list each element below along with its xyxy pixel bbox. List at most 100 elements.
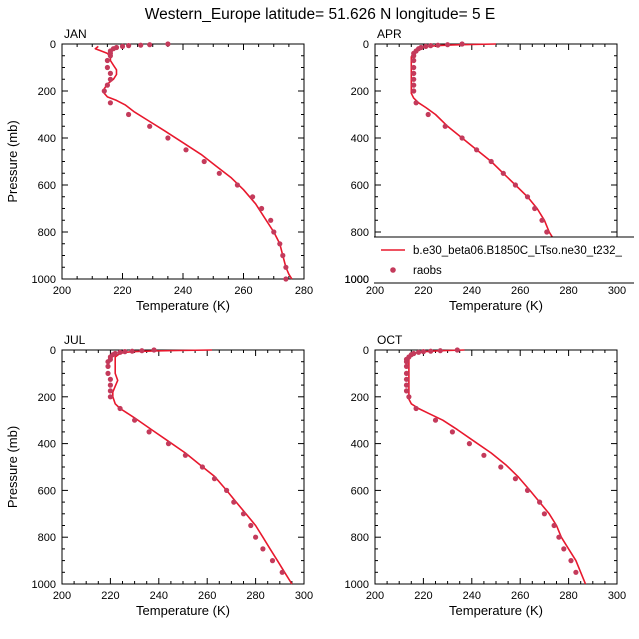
raobs-point — [165, 135, 171, 141]
raobs-point — [551, 522, 557, 529]
x-axis-label: Temperature (K) — [136, 603, 230, 618]
y-tick-label: 400 — [351, 133, 369, 145]
y-tick-label: 400 — [38, 439, 56, 451]
raobs-point — [104, 82, 110, 88]
raobs-point — [269, 558, 276, 564]
raobs-point — [107, 382, 113, 388]
raobs-point — [105, 359, 111, 365]
x-tick-label: 280 — [246, 590, 264, 602]
raobs-point — [132, 417, 138, 423]
raobs-point — [403, 382, 410, 388]
raobs-point — [437, 348, 443, 354]
x-tick-label: 200 — [366, 285, 384, 297]
raobs-point — [283, 264, 289, 270]
raobs-point — [406, 394, 412, 400]
x-tick-label: 200 — [53, 285, 71, 297]
y-tick-label: 400 — [351, 439, 369, 451]
raobs-point — [216, 170, 222, 176]
raobs-point — [428, 348, 434, 354]
raobs-point — [416, 349, 422, 355]
x-axis-label: Temperature (K) — [136, 298, 230, 313]
panel-oct: 200 220 240 260 280 300 0 200 400 600 800 1000 Tempe… — [345, 333, 627, 618]
raobs-point — [474, 147, 480, 153]
raobs-point — [107, 394, 113, 400]
raobs-point — [107, 100, 113, 106]
raobs-point — [199, 464, 205, 470]
raobs-point — [413, 100, 419, 106]
raobs-point — [117, 405, 123, 412]
raobs-point — [183, 147, 189, 153]
x-tick-label: 220 — [113, 285, 131, 297]
raobs-point — [411, 57, 417, 64]
model-profile-line — [94, 45, 293, 280]
raobs-point — [211, 476, 218, 482]
raobs-point — [466, 441, 472, 447]
x-tick-label: 220 — [101, 590, 119, 602]
raobs-point — [403, 370, 410, 376]
raobs-point — [259, 205, 265, 212]
y-tick-label: 600 — [38, 180, 56, 192]
legend-background — [374, 237, 634, 283]
panel-title-jan: JAN — [64, 27, 87, 41]
x-axis-label: Temperature (K) — [449, 298, 543, 313]
raobs-point — [105, 363, 111, 369]
raobs-point — [403, 363, 410, 369]
raobs-point — [165, 441, 172, 447]
model-profile-line — [408, 349, 587, 585]
y-tick-label: 0 — [50, 39, 56, 51]
y-tick-label: 0 — [363, 39, 369, 51]
legend: b.e30_beta06.B1850C_LTso.ne30_t232_raobs… — [345, 236, 634, 286]
raobs-point — [119, 43, 126, 50]
raobs-point — [498, 464, 504, 470]
raobs-point — [107, 376, 113, 382]
y-axis-label: Pressure (mb) — [5, 120, 20, 202]
raobs-point — [573, 569, 579, 575]
raobs-point — [539, 217, 545, 223]
raobs-point — [413, 405, 419, 412]
raobs-point — [139, 348, 145, 354]
raobs-point — [432, 417, 439, 423]
raobs-point — [544, 229, 550, 235]
raobs-point — [403, 359, 410, 365]
raobs-point — [420, 349, 426, 355]
raobs-point — [117, 349, 123, 355]
y-tick-label: 0 — [50, 345, 56, 357]
y-axis-label: Pressure (mb) — [5, 426, 20, 508]
raobs-point — [182, 452, 188, 458]
raobs-point — [488, 158, 494, 165]
raobs-point — [403, 388, 410, 394]
raobs-point — [425, 111, 431, 118]
raobs-point — [541, 511, 548, 517]
raobs-point — [435, 42, 441, 48]
y-tick-label: 1000 — [32, 274, 56, 286]
raobs-point — [107, 53, 113, 59]
legend-obs-label: raobs — [413, 265, 442, 277]
raobs-point — [250, 194, 256, 200]
raobs-point — [280, 252, 286, 259]
x-tick-label: 240 — [463, 285, 481, 297]
raobs-point — [107, 388, 113, 394]
raobs-point — [556, 534, 562, 540]
y-tick-label: 800 — [351, 227, 369, 239]
raobs-point — [279, 569, 285, 575]
raobs-point — [449, 429, 455, 435]
raobs-point — [104, 64, 110, 71]
raobs-point — [271, 229, 277, 235]
x-tick-label: 260 — [511, 590, 529, 602]
figure-title: Western_Europe latitude= 51.626 N longit… — [145, 6, 495, 23]
raobs-point — [146, 429, 152, 435]
raobs-point — [423, 43, 429, 50]
raobs-point — [537, 499, 543, 505]
raobs-point — [147, 123, 153, 129]
raobs-point — [104, 57, 110, 64]
y-tick-label: 200 — [38, 86, 56, 98]
y-tick-label: 800 — [38, 227, 56, 239]
raobs-point — [524, 194, 531, 200]
y-tick-label: 600 — [351, 180, 369, 192]
x-tick-label: 220 — [414, 590, 432, 602]
raobs-point — [234, 182, 240, 188]
x-tick-label: 260 — [511, 285, 529, 297]
raobs-point — [481, 452, 487, 458]
raobs-point — [442, 123, 448, 129]
raobs-point — [411, 70, 417, 76]
